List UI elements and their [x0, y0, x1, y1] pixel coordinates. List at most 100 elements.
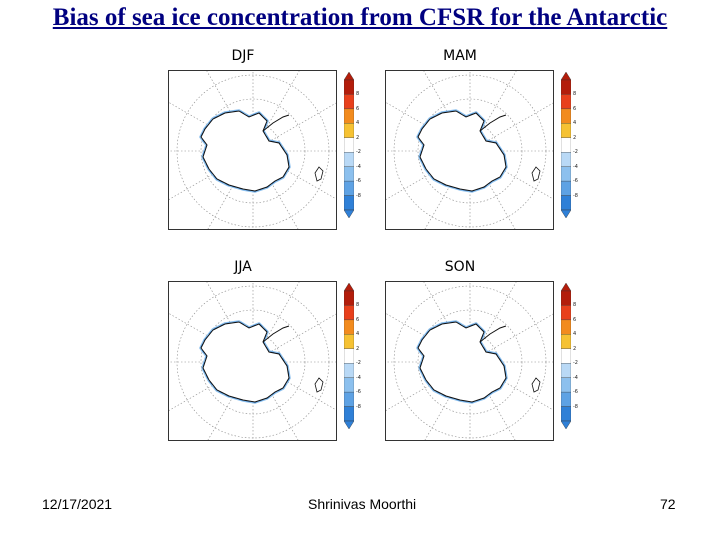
panel-title: DJF: [231, 48, 255, 64]
colorbar-swatches: [344, 283, 354, 430]
panel-djf: DJF 8 6 4 2 -2 -4 -6 -8: [168, 48, 361, 238]
panel-jja: JJA 8 6 4 2 -2 -4 -6 -8: [168, 259, 361, 449]
colorbar-tick-label: 6: [573, 105, 577, 112]
colorbar-swatch: [344, 377, 354, 393]
colorbar-swatch: [561, 195, 571, 211]
colorbar-tick-label: 2: [356, 345, 360, 352]
colorbar-tick-label: -2: [356, 360, 361, 367]
colorbar-swatch: [344, 290, 354, 306]
colorbar-swatch: [561, 334, 571, 349]
panel-title: SON: [444, 259, 476, 275]
colorbar-swatch: [344, 108, 354, 124]
colorbar-tick-label: 6: [356, 105, 360, 112]
colorbar-tick-label: 6: [573, 316, 577, 323]
colorbar-swatch: [561, 391, 571, 407]
colorbar-tick-label: -2: [573, 149, 578, 156]
colorbar-swatch: [344, 180, 354, 196]
antarctic-peninsula: [479, 325, 507, 343]
south-america-tip: [314, 377, 324, 393]
colorbar-swatch: [344, 94, 354, 109]
colorbar-swatches: [344, 72, 354, 219]
footer-date: 12/17/2021: [42, 496, 113, 512]
colorbar-swatch: [344, 406, 354, 422]
colorbar-swatch: [561, 152, 571, 167]
footer-author: Shrinivas Moorthi: [308, 496, 417, 512]
slide-title: Bias of sea ice concentration from CFSR …: [52, 4, 668, 31]
colorbar-tick-label: -4: [356, 374, 361, 381]
colorbar-swatch: [344, 334, 354, 349]
antarctic-projection: [386, 282, 553, 440]
colorbar-swatch: [561, 319, 571, 335]
colorbar-swatch: [344, 79, 354, 95]
colorbar-swatch: [561, 348, 571, 364]
antarctic-peninsula: [262, 114, 290, 132]
colorbar-swatch: [344, 391, 354, 407]
colorbar-bottom-arrow: [561, 420, 571, 430]
colorbar-tick-label: 8: [573, 91, 577, 98]
colorbar-bottom-arrow: [344, 209, 354, 219]
colorbar-tick-label: 8: [573, 302, 577, 309]
colorbar-swatch: [561, 406, 571, 422]
colorbar-swatch: [344, 195, 354, 211]
colorbar-swatch: [344, 363, 354, 378]
colorbar-tick-label: -8: [573, 192, 578, 199]
colorbar-bottom-arrow: [344, 420, 354, 430]
colorbar-tick-label: -2: [356, 149, 361, 156]
colorbar: 8 6 4 2 -2 -4 -6 -8: [344, 72, 362, 222]
colorbar-swatch: [561, 180, 571, 196]
colorbar-swatch: [561, 123, 571, 138]
antarctica-coastline: [200, 110, 290, 192]
colorbar-swatch: [344, 319, 354, 335]
colorbar-tick-label: 2: [573, 345, 577, 352]
colorbar-swatches: [561, 283, 571, 430]
footer-page-number: 72: [660, 496, 676, 512]
colorbar-top-arrow: [561, 72, 571, 81]
colorbar-swatch: [561, 290, 571, 306]
colorbar-swatch: [344, 152, 354, 167]
panel-title: MAM: [443, 48, 477, 64]
colorbar-tick-label: 2: [356, 134, 360, 141]
colorbar-tick-label: -4: [573, 374, 578, 381]
colorbar: 8 6 4 2 -2 -4 -6 -8: [561, 72, 579, 222]
colorbar-swatch: [561, 305, 571, 320]
colorbar-swatch: [561, 377, 571, 393]
colorbar-tick-label: 8: [356, 91, 360, 98]
antarctic-projection: [169, 71, 336, 229]
colorbar-tick-label: 2: [573, 134, 577, 141]
colorbar-tick-label: -8: [573, 403, 578, 410]
colorbar-swatch: [561, 363, 571, 378]
colorbar-tick-label: -8: [356, 403, 361, 410]
polar-map: [385, 70, 554, 230]
colorbar-bottom-arrow: [561, 209, 571, 219]
colorbar-tick-label: 6: [356, 316, 360, 323]
colorbar: 8 6 4 2 -2 -4 -6 -8: [561, 283, 579, 433]
panel-mam: MAM 8 6 4 2 -2 -4 -6 -8: [385, 48, 578, 238]
polar-map: [168, 281, 337, 441]
polar-map: [385, 281, 554, 441]
colorbar: 8 6 4 2 -2 -4 -6 -8: [344, 283, 362, 433]
antarctic-projection: [386, 71, 553, 229]
antarctica-coastline: [417, 110, 507, 192]
south-america-tip: [314, 166, 324, 182]
south-america-tip: [531, 377, 541, 393]
antarctica-coastline: [417, 321, 507, 403]
colorbar-tick-label: -4: [356, 163, 361, 170]
colorbar-tick-label: -6: [356, 178, 361, 185]
colorbar-tick-label: 4: [573, 120, 577, 127]
colorbar-tick-label: 4: [356, 331, 360, 338]
colorbar-swatch: [561, 108, 571, 124]
south-america-tip: [531, 166, 541, 182]
antarctic-peninsula: [262, 325, 290, 343]
panel-title: JJA: [234, 259, 252, 275]
colorbar-tick-label: -6: [356, 389, 361, 396]
colorbar-swatch: [561, 79, 571, 95]
colorbar-tick-label: -8: [356, 192, 361, 199]
colorbar-top-arrow: [344, 283, 354, 292]
colorbar-tick-label: 4: [356, 120, 360, 127]
colorbar-tick-label: -2: [573, 360, 578, 367]
colorbar-swatch: [344, 348, 354, 364]
colorbar-top-arrow: [344, 72, 354, 81]
colorbar-swatch: [561, 137, 571, 153]
colorbar-swatch: [344, 305, 354, 320]
colorbar-swatch: [344, 166, 354, 182]
